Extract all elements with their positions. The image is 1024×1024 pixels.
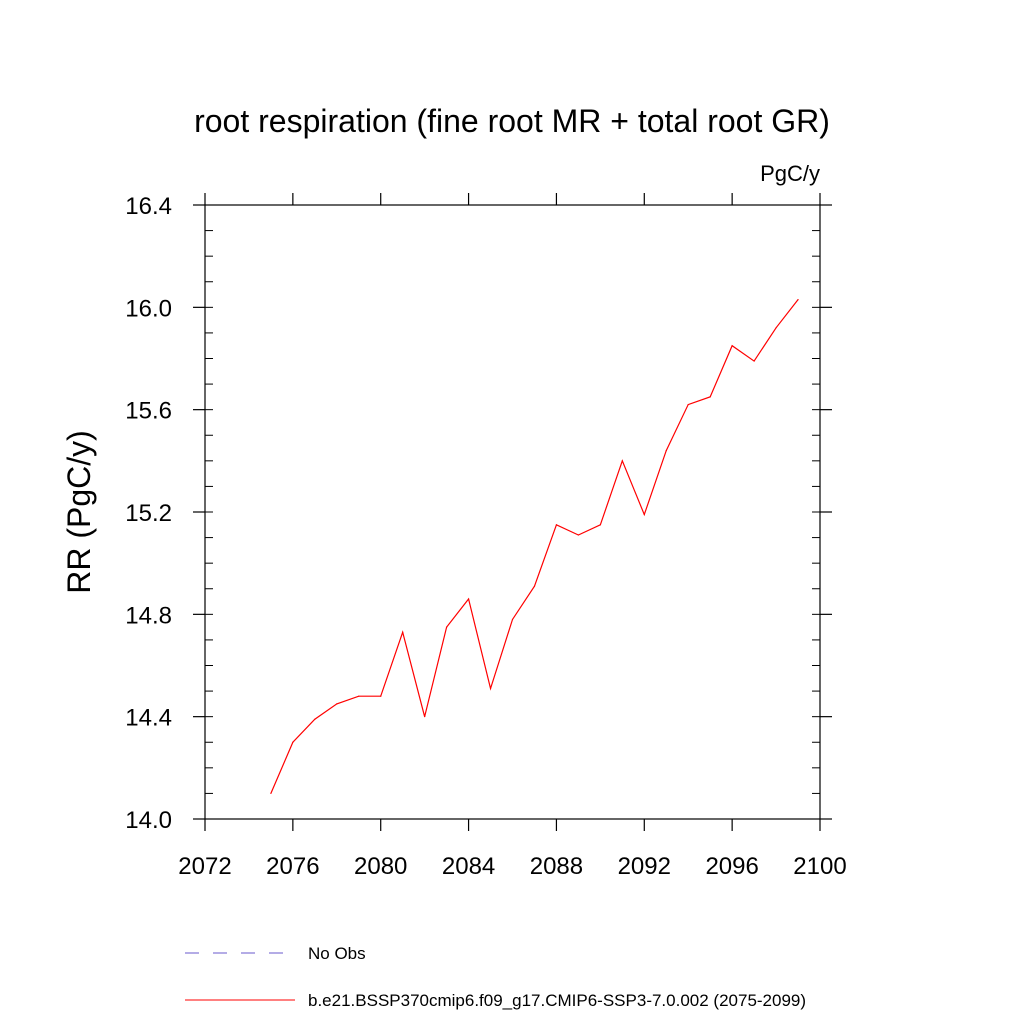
legend-label: b.e21.BSSP370cmip6.f09_g17.CMIP6-SSP3-7.… [308,991,806,1010]
y-tick-label: 16.4 [125,193,172,220]
series-layer [270,299,799,795]
data-point [446,626,448,628]
data-point [270,792,272,795]
x-tick-label: 2072 [178,853,231,880]
units-label: PgC/y [760,161,820,186]
plot-frame [204,204,821,820]
data-point [709,396,711,398]
data-point [424,716,426,718]
y-tick-label: 14.4 [125,705,172,732]
data-point [489,687,492,690]
data-point [599,524,601,526]
data-point [314,718,316,720]
data-point [511,618,514,621]
data-point [775,327,777,329]
data-point [665,450,667,452]
x-tick-label: 2076 [266,853,319,880]
data-point [380,695,382,697]
data-point [533,585,536,587]
y-tick-label: 16.0 [125,295,172,322]
data-point [358,695,360,697]
y-tick-label: 14.8 [125,602,172,629]
data-point [797,299,799,301]
plot-axes: 2072 2076 2080 2084 2088 2092 2096 2100 14.0 14.4… [125,193,847,880]
chart-title: root respiration (fine root MR + total r… [194,103,830,139]
x-tick-label: 2084 [442,853,495,880]
series-1 [270,299,799,795]
series-line [270,299,799,794]
data-point [577,534,579,536]
x-tick-label: 2100 [793,853,846,880]
y-tick-label: 14.0 [125,807,172,834]
x-tick-label: 2080 [354,853,407,880]
y-axis-label: RR (PgC/y) [61,430,97,594]
data-point [621,460,623,462]
data-point [687,403,689,406]
legend-label: No Obs [308,944,366,963]
y-tick-label: 15.6 [125,398,172,425]
x-tick-label: 2092 [618,853,671,880]
data-point [467,598,470,600]
x-tick-label: 2088 [530,853,583,880]
x-tick-label: 2096 [705,853,758,880]
y-tick-label: 15.2 [125,500,172,527]
data-point [555,524,558,526]
data-point [731,345,733,347]
data-point [292,741,294,743]
data-point [643,513,645,516]
data-point [753,360,755,362]
legend: No Obs b.e21.BSSP370cmip6.f09_g17.CMIP6-S… [185,944,806,1010]
data-point [402,631,404,633]
data-point [336,703,338,705]
